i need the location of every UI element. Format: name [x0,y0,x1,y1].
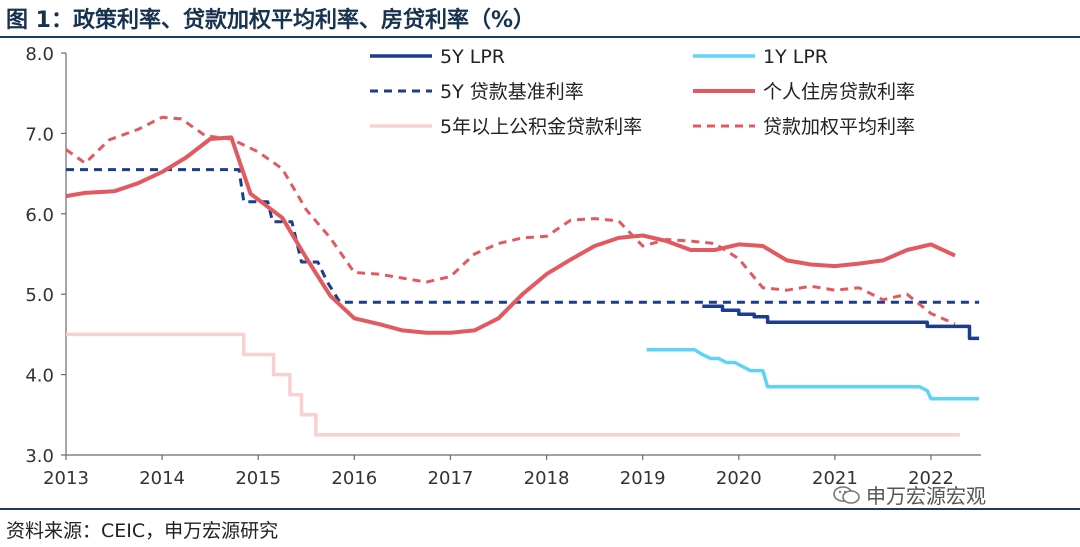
y-tick-label: 5.0 [25,285,54,306]
x-tick-label: 2019 [620,468,666,489]
x-tick-label: 2018 [524,468,570,489]
legend-label-1: 1Y LPR [763,46,828,68]
x-tick-label: 2014 [139,468,185,489]
legend-label-0: 5Y LPR [440,46,505,68]
chart-title: 图 1：政策利率、贷款加权平均利率、房贷利率（%） [6,8,536,33]
title-divider [0,36,1080,38]
x-tick-label: 2016 [331,468,377,489]
chart-axes: 3.0 4.0 5.0 6.0 7.0 8.0 2013 2014 2015 2016 2017 20… [25,44,981,489]
y-tick-label: 3.0 [25,446,54,467]
series-line-2 [66,168,980,304]
legend-label-2: 5Y 贷款基准利率 [440,81,584,103]
x-tick-label: 2020 [716,468,762,489]
series-line-0 [702,304,980,341]
y-tick-label: 4.0 [25,366,54,387]
legend-label-3: 个人住房贷款利率 [763,81,915,103]
legend-label-4: 5年以上公积金贷款利率 [440,116,642,138]
series-line-4 [66,332,960,437]
y-tick-label: 8.0 [25,44,54,65]
x-tick-label: 2022 [908,468,954,489]
x-tick-label: 2017 [428,468,474,489]
series-line-1 [646,347,980,401]
y-tick-label: 7.0 [25,124,54,145]
wechat-icon [833,485,860,504]
chart-legend: 5Y LPR 1Y LPR 5Y 贷款基准利率 个人住房贷款利率 5年以上公积金贷款利率… [370,46,915,138]
legend-label-5: 贷款加权平均利率 [763,116,915,138]
x-tick-label: 2021 [812,468,858,489]
x-tick-label: 2013 [43,468,89,489]
x-tick-label: 2015 [235,468,281,489]
chart-series [65,115,980,437]
source-note: 资料来源：CEIC，申万宏源研究 [6,520,279,542]
footer-divider [0,508,1080,510]
series-line-3 [65,135,956,335]
y-tick-label: 6.0 [25,205,54,226]
watermark-text: 申万宏源宏观 [866,484,986,508]
line-chart: 3.0 4.0 5.0 6.0 7.0 8.0 2013 2014 2015 2016 2017 20… [25,44,981,489]
watermark: 申万宏源宏观 [832,480,986,509]
